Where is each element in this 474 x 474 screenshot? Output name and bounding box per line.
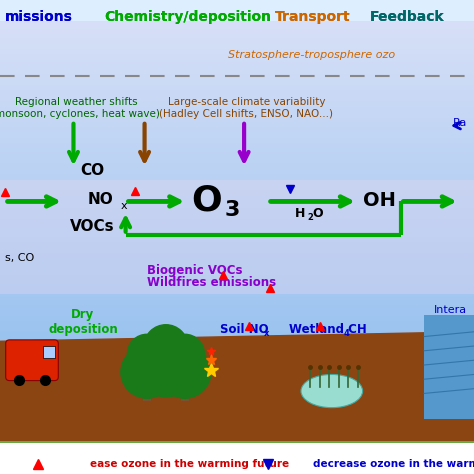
Circle shape — [137, 338, 195, 397]
Text: s, CO: s, CO — [5, 253, 34, 264]
Text: Intera: Intera — [434, 305, 467, 316]
Ellipse shape — [301, 374, 363, 408]
Text: Transport: Transport — [275, 10, 351, 25]
Text: 4: 4 — [344, 329, 349, 337]
Bar — [43, 346, 55, 358]
Bar — [143, 367, 151, 401]
Text: VOCs: VOCs — [70, 219, 115, 234]
Text: Soil NO: Soil NO — [220, 323, 269, 336]
Circle shape — [144, 325, 188, 369]
Text: Wildfires emissions: Wildfires emissions — [147, 275, 276, 289]
Text: Dry
deposition: Dry deposition — [48, 308, 118, 337]
Circle shape — [121, 346, 173, 398]
Circle shape — [146, 356, 186, 397]
Text: Transport: Transport — [275, 10, 351, 25]
Text: 3: 3 — [224, 200, 239, 219]
Text: x: x — [264, 329, 269, 337]
Text: Feedback: Feedback — [370, 10, 444, 25]
Bar — [0, 441, 474, 443]
Circle shape — [128, 334, 166, 374]
Circle shape — [128, 362, 165, 398]
Text: Ra: Ra — [453, 118, 467, 128]
Bar — [181, 367, 189, 401]
Text: missions: missions — [5, 10, 73, 25]
Text: Wetland CH: Wetland CH — [289, 323, 367, 336]
Text: Chemistry/deposition: Chemistry/deposition — [104, 10, 271, 25]
Text: x: x — [121, 201, 128, 211]
FancyBboxPatch shape — [424, 315, 474, 419]
Text: O: O — [191, 183, 222, 217]
Circle shape — [159, 346, 211, 398]
Text: Chemistry/deposition: Chemistry/deposition — [104, 10, 271, 25]
Text: CO: CO — [81, 163, 104, 178]
Bar — [162, 363, 170, 396]
Circle shape — [165, 334, 204, 374]
Text: OH: OH — [363, 191, 396, 210]
Text: Feedback: Feedback — [370, 10, 444, 25]
Text: decrease ozone in the warmi: decrease ozone in the warmi — [313, 458, 474, 469]
Text: Stratosphere-troposphere ozo: Stratosphere-troposphere ozo — [228, 49, 395, 60]
Text: missions: missions — [5, 10, 73, 25]
Text: 2: 2 — [307, 213, 313, 221]
Bar — [0, 180, 474, 294]
Polygon shape — [0, 348, 474, 474]
Text: ease ozone in the warming future: ease ozone in the warming future — [90, 458, 289, 469]
Text: O: O — [313, 207, 323, 220]
Text: NO: NO — [88, 191, 113, 207]
Text: Large-scale climate variability
(Hadley Cell shifts, ENSO, NAO...): Large-scale climate variability (Hadley … — [159, 97, 334, 119]
Text: H: H — [295, 207, 305, 220]
Text: Biogenic VOCs: Biogenic VOCs — [147, 264, 242, 277]
Text: Regional weather shifts
(monsoon, cyclones, heat wave): Regional weather shifts (monsoon, cyclon… — [0, 97, 160, 119]
Polygon shape — [0, 332, 474, 443]
Bar — [0, 0, 474, 21]
FancyBboxPatch shape — [6, 340, 58, 381]
Bar — [0, 443, 474, 474]
Circle shape — [167, 362, 203, 398]
